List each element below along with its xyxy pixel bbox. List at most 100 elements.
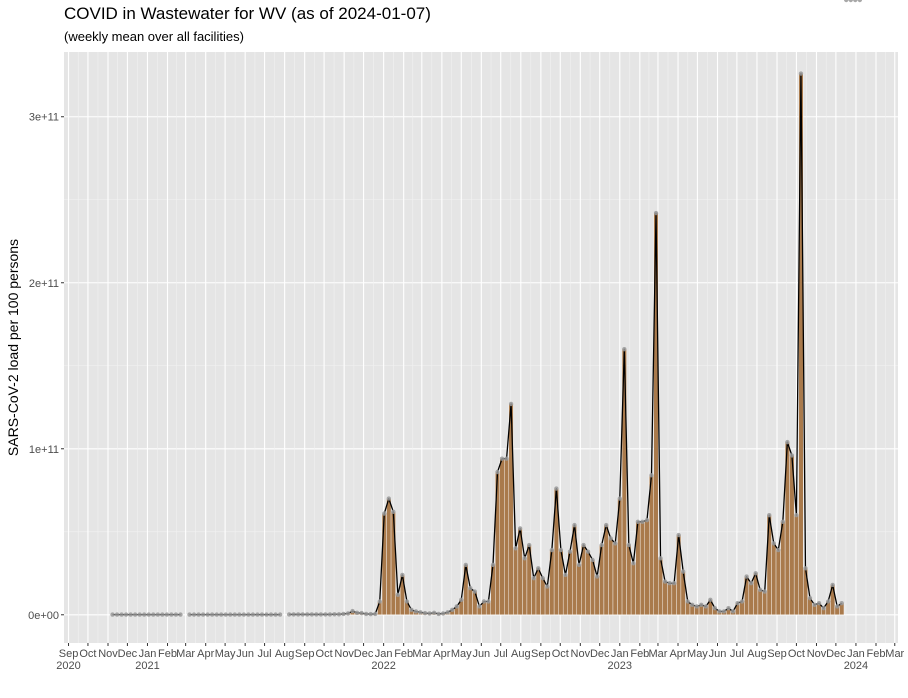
data-point xyxy=(617,496,622,501)
bar xyxy=(630,563,636,615)
data-point xyxy=(671,581,677,586)
data-point xyxy=(513,546,518,551)
data-point xyxy=(309,612,315,617)
data-point xyxy=(599,542,604,548)
bar xyxy=(390,511,396,615)
data-point xyxy=(517,526,523,531)
data-point xyxy=(807,595,813,601)
data-point xyxy=(662,579,668,584)
data-point xyxy=(431,610,437,615)
x-tick-label: Feb xyxy=(394,648,413,660)
data-point xyxy=(427,611,432,616)
bar xyxy=(499,458,505,615)
x-tick-label: May xyxy=(215,648,236,660)
data-point xyxy=(119,612,124,617)
data-point xyxy=(200,612,206,617)
data-point xyxy=(726,605,731,611)
data-point xyxy=(631,561,636,566)
x-tick-label: Oct xyxy=(79,648,96,660)
data-point xyxy=(576,562,582,568)
data-point xyxy=(703,604,709,609)
bar xyxy=(667,583,673,615)
data-point xyxy=(848,0,853,3)
data-point xyxy=(712,605,718,611)
x-tick-label: Sep xyxy=(59,648,79,660)
y-tick-label: 1e+11 xyxy=(29,444,59,456)
data-point xyxy=(522,556,527,561)
data-point xyxy=(232,612,238,617)
data-point xyxy=(594,574,600,579)
data-point xyxy=(477,604,482,609)
data-point xyxy=(214,612,219,617)
x-tick-label: Apr xyxy=(433,648,450,660)
data-point xyxy=(191,612,197,617)
data-point xyxy=(445,610,450,615)
data-point xyxy=(472,589,478,594)
x-tick-label: Dec xyxy=(118,648,138,660)
bar xyxy=(585,551,591,615)
bar xyxy=(576,564,582,615)
bar xyxy=(639,521,645,615)
data-point xyxy=(296,612,301,617)
bar xyxy=(531,578,537,615)
data-point xyxy=(839,600,844,606)
y-tick-label: 3e+11 xyxy=(29,112,59,124)
x-tick-label: Jun xyxy=(709,648,727,660)
data-point xyxy=(459,597,464,603)
data-point xyxy=(377,599,382,604)
data-point xyxy=(160,612,165,617)
data-point xyxy=(128,612,133,617)
data-point xyxy=(255,612,260,617)
data-point xyxy=(454,604,459,609)
x-tick-label: Oct xyxy=(788,648,805,660)
data-point xyxy=(382,511,387,516)
data-point xyxy=(708,597,713,603)
data-point xyxy=(187,612,192,617)
data-point xyxy=(676,532,681,538)
data-point xyxy=(205,612,210,617)
bar xyxy=(771,543,777,615)
bar xyxy=(662,581,668,615)
data-point xyxy=(603,522,609,528)
data-point xyxy=(816,600,822,606)
x-tick-label: Dec xyxy=(590,648,610,660)
data-point xyxy=(812,602,817,608)
x-tick-label: Apr xyxy=(197,648,214,660)
data-point xyxy=(794,512,799,518)
data-point xyxy=(223,612,228,617)
bar xyxy=(540,578,546,615)
x-year-label: 2023 xyxy=(608,660,632,672)
data-point xyxy=(717,609,722,614)
data-point xyxy=(753,571,758,576)
data-point xyxy=(549,547,555,553)
x-tick-label: Mar xyxy=(648,648,667,660)
x-tick-label: Nov xyxy=(334,648,354,660)
data-point xyxy=(504,456,509,461)
bar xyxy=(626,544,632,615)
data-point xyxy=(404,599,410,604)
data-point xyxy=(142,612,147,617)
data-point xyxy=(649,473,654,478)
data-point xyxy=(228,612,233,617)
x-tick-label: Aug xyxy=(511,648,531,660)
data-point xyxy=(545,584,550,589)
data-point xyxy=(857,0,863,3)
x-year-label: 2022 xyxy=(371,660,395,672)
data-point xyxy=(463,562,468,568)
x-tick-label: Mar xyxy=(885,648,904,660)
bar xyxy=(467,588,473,615)
bar xyxy=(603,524,609,615)
x-tick-label: Dec xyxy=(826,648,846,660)
x-tick-label: Mar xyxy=(176,648,195,660)
data-point xyxy=(481,599,487,604)
data-point xyxy=(300,612,305,617)
data-point xyxy=(386,496,392,501)
x-tick-label: Nov xyxy=(571,648,591,660)
bar xyxy=(504,458,510,615)
data-point xyxy=(400,572,405,578)
data-point xyxy=(209,612,215,617)
data-point xyxy=(468,586,473,591)
x-year-label: 2024 xyxy=(844,660,868,672)
